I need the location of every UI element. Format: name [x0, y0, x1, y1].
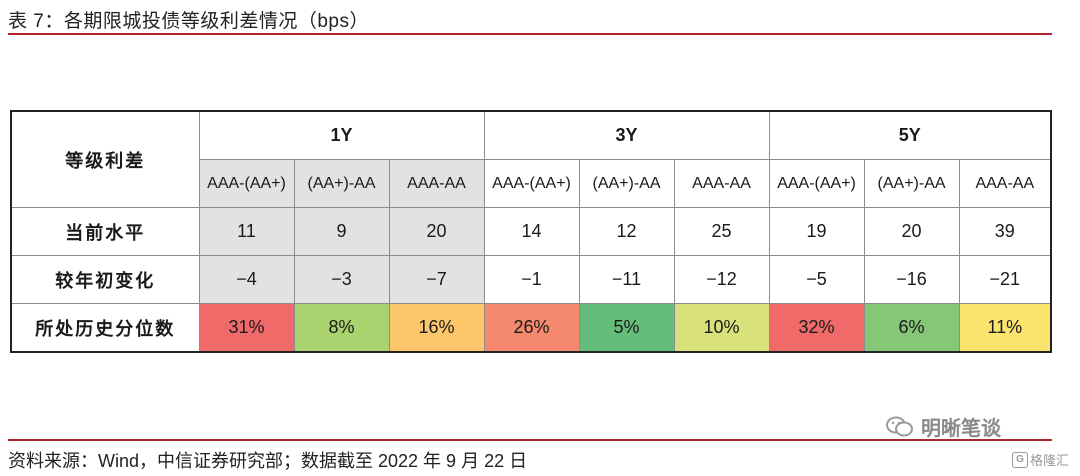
- rating-header: (AA+)-AA: [578, 159, 675, 208]
- rating-header: (AA+)-AA: [293, 159, 390, 208]
- table-caption: 表 7：各期限城投债等级利差情况（bps）: [8, 11, 369, 32]
- percentile-cell: 11%: [958, 303, 1053, 353]
- percentile-cell: 31%: [198, 303, 295, 353]
- rating-header: AAA-(AA+): [198, 159, 295, 208]
- percentile-cell: 16%: [388, 303, 485, 353]
- percentile-cell: 6%: [863, 303, 960, 353]
- table-cell: 14: [483, 207, 580, 256]
- gelonghui-logo: G 格隆汇: [1012, 450, 1069, 469]
- table-cell: −4: [198, 255, 295, 304]
- logo-mark-icon: G: [1012, 451, 1028, 468]
- rating-header: AAA-AA: [388, 159, 485, 208]
- period-header-5y: 5Y: [768, 110, 1053, 160]
- rating-header: (AA+)-AA: [863, 159, 960, 208]
- rating-header-row: AAA-(AA+) (AA+)-AA AAA-AA AAA-(AA+) (AA+…: [11, 159, 1053, 208]
- table-row-current-level: 当前水平 11 9 20 14 12 25 19 20 39: [10, 207, 1053, 256]
- rating-header: AAA-(AA+): [483, 159, 580, 208]
- table-row-ytd-change: 较年初变化 −4 −3 −7 −1 −11 −12 −5 −16 −21: [10, 255, 1053, 304]
- logo-text: 格隆汇: [1030, 453, 1070, 468]
- source-note: 资料来源：Wind，中信证券研究部；数据截至 2022 年 9 月 22 日: [8, 451, 528, 471]
- table-cell: −11: [578, 255, 675, 304]
- top-divider: [8, 33, 1052, 35]
- bottom-divider: [8, 439, 1052, 441]
- table-cell: −5: [768, 255, 865, 304]
- row-label: 所处历史分位数: [10, 303, 200, 353]
- table-cell: 11: [198, 207, 295, 256]
- spread-table: 等级利差 1Y 3Y 5Y AAA-(AA+) (AA+)-AA AAA-AA …: [10, 110, 1053, 353]
- row-label: 较年初变化: [10, 255, 200, 304]
- table-cell: 20: [388, 207, 485, 256]
- table-cell: −16: [863, 255, 960, 304]
- table-cell: −1: [483, 255, 580, 304]
- table-row-percentile: 所处历史分位数 31% 8% 16% 26% 5% 10% 32% 6% 11%: [10, 303, 1053, 353]
- percentile-cell: 26%: [483, 303, 580, 353]
- watermark: 明晰笔谈: [885, 412, 1001, 441]
- percentile-cell: 5%: [578, 303, 675, 353]
- table-cell: −3: [293, 255, 390, 304]
- percentile-cell: 8%: [293, 303, 390, 353]
- rating-header: AAA-(AA+): [768, 159, 865, 208]
- percentile-cell: 10%: [673, 303, 770, 353]
- table-cell: 39: [958, 207, 1053, 256]
- rating-header: AAA-AA: [958, 159, 1053, 208]
- table-cell: 20: [863, 207, 960, 256]
- percentile-cell: 32%: [768, 303, 865, 353]
- table-cell: 12: [578, 207, 675, 256]
- table-cell: −7: [388, 255, 485, 304]
- rating-header: AAA-AA: [673, 159, 770, 208]
- watermark-text: 明晰笔谈: [921, 418, 1001, 440]
- corner-label: 等级利差: [10, 110, 200, 208]
- period-header-row: 等级利差 1Y 3Y 5Y: [10, 110, 1053, 208]
- row-label: 当前水平: [10, 207, 200, 256]
- table-cell: 25: [673, 207, 770, 256]
- period-header-1y: 1Y: [198, 110, 485, 160]
- table-cell: −21: [958, 255, 1053, 304]
- table-cell: −12: [673, 255, 770, 304]
- table-cell: 19: [768, 207, 865, 256]
- wechat-icon: [886, 416, 913, 436]
- period-header-3y: 3Y: [483, 110, 770, 160]
- table-cell: 9: [293, 207, 390, 256]
